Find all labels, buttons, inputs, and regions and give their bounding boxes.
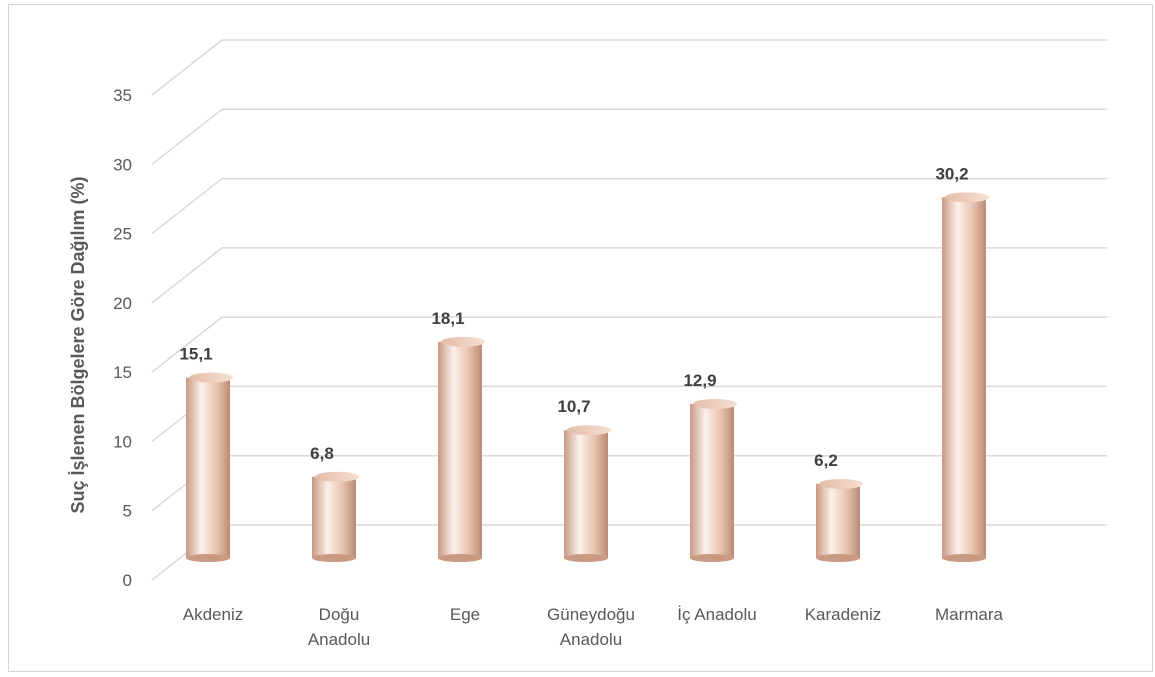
bar-base xyxy=(186,554,230,562)
bar-top xyxy=(567,425,611,436)
data-label: 12,9 xyxy=(683,371,716,390)
x-category-label: İç Anadolu xyxy=(677,605,756,624)
gridline-depth xyxy=(151,177,223,235)
data-label: 6,2 xyxy=(814,451,838,470)
y-tick-label: 30 xyxy=(113,155,132,174)
bar-body xyxy=(186,377,230,558)
bar: 12,9 xyxy=(683,371,737,562)
y-tick-label: 5 xyxy=(123,502,132,521)
bar-body xyxy=(690,403,734,558)
y-tick-label: 20 xyxy=(113,294,132,313)
bar-body xyxy=(816,483,860,558)
data-label: 10,7 xyxy=(557,397,590,416)
y-tick-label: 35 xyxy=(113,86,132,105)
bar-top xyxy=(189,372,233,383)
bar-top xyxy=(315,471,359,482)
bar: 15,1 xyxy=(179,345,233,562)
data-label: 30,2 xyxy=(935,164,968,183)
data-label: 18,1 xyxy=(431,309,464,328)
gridline-depth xyxy=(151,247,223,304)
bar-base xyxy=(816,554,860,562)
x-category-label: Güneydoğu xyxy=(547,605,635,624)
bar-top xyxy=(441,336,485,347)
y-tick-label: 0 xyxy=(123,571,132,590)
bar-body xyxy=(942,197,986,558)
x-category-label: Anadolu xyxy=(308,630,370,649)
data-label: 6,8 xyxy=(310,444,334,463)
bar-top xyxy=(693,398,737,409)
bar: 6,2 xyxy=(814,451,863,562)
bar-body xyxy=(312,476,356,558)
data-label: 15,1 xyxy=(179,345,212,364)
bar-base xyxy=(690,554,734,562)
bar-base xyxy=(564,554,608,562)
y-tick-label: 25 xyxy=(113,225,132,244)
y-axis-ticks: 0 5 10 15 20 25 30 35 xyxy=(113,86,132,590)
bar-body xyxy=(438,341,482,558)
x-category-label: Anadolu xyxy=(560,630,622,649)
y-tick-label: 10 xyxy=(113,432,132,451)
x-axis-categories: Akdeniz Doğu Anadolu Ege Güneydoğu Anadolu İç … xyxy=(183,605,1004,649)
bars: 15,1 6,8 18,1 10,7 12,9 6,2 30,2 xyxy=(179,164,989,562)
x-category-label: Doğu xyxy=(319,605,360,624)
gridline-depth xyxy=(151,316,223,373)
y-tick-label: 15 xyxy=(113,363,132,382)
bar: 6,8 xyxy=(310,444,359,562)
gridline-depth xyxy=(151,39,223,96)
x-category-label: Marmara xyxy=(935,605,1004,624)
bar-base xyxy=(312,554,356,562)
y-axis-label: Suç İşlenen Bölgelere Göre Dağılım (%) xyxy=(68,176,88,513)
bar-base xyxy=(942,554,986,562)
bar: 30,2 xyxy=(935,164,989,562)
bar-top xyxy=(819,478,863,489)
x-category-label: Akdeniz xyxy=(183,605,243,624)
gridline-depth xyxy=(151,108,223,165)
bar-top xyxy=(945,192,989,203)
x-category-label: Karadeniz xyxy=(805,605,882,624)
bar: 10,7 xyxy=(557,397,611,562)
bar: 18,1 xyxy=(431,309,485,562)
bar-base xyxy=(438,554,482,562)
bar-body xyxy=(564,430,608,558)
x-category-label: Ege xyxy=(450,605,480,624)
